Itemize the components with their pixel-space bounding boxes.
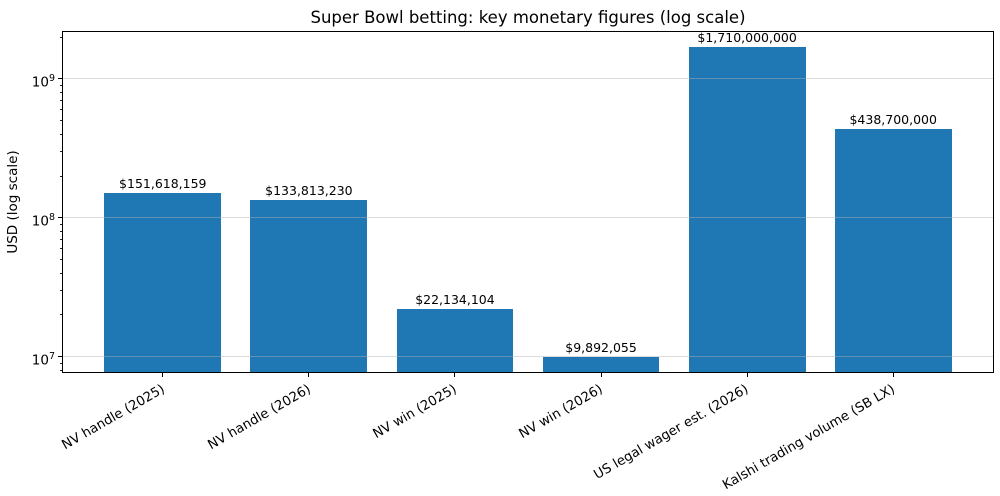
y-axis-label: USD (log scale): [5, 150, 21, 254]
y-tick-label: 107: [31, 350, 55, 369]
y-tick-major: [58, 356, 62, 358]
bar-value-label: $151,618,159: [119, 175, 207, 191]
y-tick-minor: [59, 151, 62, 153]
bar: [396, 308, 514, 373]
bar: [542, 357, 660, 373]
x-tick: [162, 373, 164, 377]
x-tick-label: NV handle (2026): [205, 382, 314, 454]
gridline: [62, 356, 994, 358]
y-tick-label: 109: [31, 72, 55, 91]
y-tick-exponent: 9: [48, 72, 55, 84]
y-tick-minor: [59, 84, 62, 86]
bar-value-label: $9,892,055: [565, 340, 637, 356]
y-tick-minor: [59, 99, 62, 101]
bar-value-label: $133,813,230: [265, 183, 353, 199]
x-tick: [746, 373, 748, 377]
y-tick-minor: [59, 238, 62, 240]
bar-value-label: $1,710,000,000: [697, 29, 797, 45]
bar-value-label: $438,700,000: [849, 111, 937, 127]
y-tick-minor: [59, 120, 62, 122]
y-tick-label: 108: [31, 211, 55, 230]
x-tick: [454, 373, 456, 377]
y-tick-minor: [59, 369, 62, 371]
y-tick-minor: [59, 109, 62, 111]
bar: [688, 46, 806, 373]
y-tick-minor: [59, 314, 62, 316]
x-tick: [308, 373, 310, 377]
x-tick-label: US legal wager est. (2026): [592, 382, 752, 483]
y-tick-exponent: 7: [48, 350, 55, 362]
x-tick: [600, 373, 602, 377]
y-tick-major: [58, 78, 62, 80]
y-tick-major: [58, 217, 62, 219]
y-tick-minor: [59, 362, 62, 364]
x-tick-label: NV win (2025): [370, 382, 460, 442]
y-tick-minor: [59, 248, 62, 250]
chart-title: Super Bowl betting: key monetary figures…: [310, 8, 746, 27]
y-tick-exponent: 8: [48, 211, 55, 223]
x-tick-label: NV handle (2025): [59, 382, 168, 454]
x-tick-label: NV win (2026): [516, 382, 606, 442]
gridline: [62, 217, 994, 219]
bar-value-label: $22,134,104: [415, 291, 495, 307]
bar: [104, 192, 222, 373]
y-tick-minor: [59, 230, 62, 232]
y-tick-minor: [59, 259, 62, 261]
y-tick-minor: [59, 91, 62, 93]
bar: [834, 128, 952, 373]
gridline: [62, 78, 994, 80]
y-tick-minor: [59, 175, 62, 177]
y-tick-minor: [59, 36, 62, 38]
x-tick: [892, 373, 894, 377]
y-tick-minor: [59, 272, 62, 274]
y-tick-minor: [59, 290, 62, 291]
y-tick-minor: [59, 223, 62, 225]
bar: [250, 200, 368, 373]
x-tick-label: Kalshi trading volume (SB LX): [720, 382, 898, 494]
y-tick-minor: [59, 133, 62, 135]
